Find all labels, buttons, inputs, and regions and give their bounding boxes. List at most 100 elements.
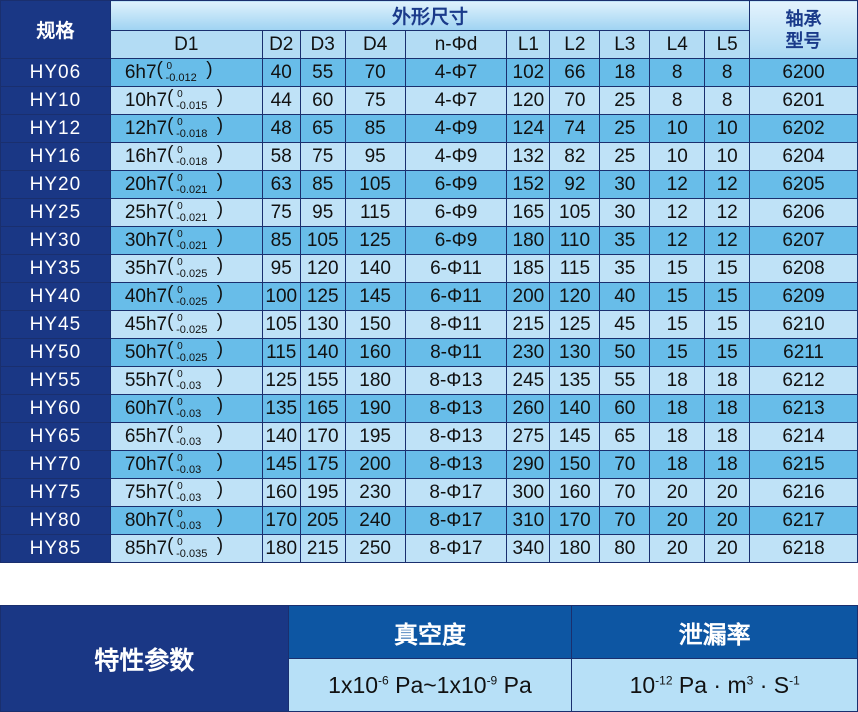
model-cell: HY60 (0, 394, 111, 423)
d1-cell: 45h7(0 -0.025) (109, 310, 263, 339)
column-header: D4 (344, 30, 406, 59)
l5-cell: 8 (704, 58, 751, 87)
l2-cell: 74 (549, 114, 601, 143)
table-row: HY75 75h7(0 -0.03) 160 195 230 8-Φ17 300 160 70 20… (0, 478, 858, 507)
d4-cell: 180 (344, 366, 406, 395)
table-row: HY40 40h7(0 -0.025) 100 125 145 6-Φ11 200 120 40 1… (0, 282, 858, 311)
l2-cell: 110 (549, 226, 601, 255)
d4-cell: 150 (344, 310, 406, 339)
column-header: L3 (599, 30, 651, 59)
l3-cell: 30 (599, 170, 651, 199)
l1-cell: 165 (506, 198, 551, 227)
d1-cell: 80h7(0 -0.03) (109, 506, 263, 535)
d4-cell: 240 (344, 506, 406, 535)
d1-cell: 70h7(0 -0.03) (109, 450, 263, 479)
table-row: HY50 50h7(0 -0.025) 115 140 160 8-Φ11 230 130 50 1… (0, 338, 858, 367)
d1-cell: 50h7(0 -0.025) (109, 338, 263, 367)
model-cell: HY10 (0, 86, 111, 115)
nd-cell: 6-Φ9 (404, 226, 508, 255)
column-header: L2 (549, 30, 601, 59)
d3-cell: 130 (299, 310, 346, 339)
table-row: HY45 45h7(0 -0.025) 105 130 150 8-Φ11 215 125 45 1… (0, 310, 858, 339)
model-cell: HY65 (0, 422, 111, 451)
d4-cell: 115 (344, 198, 406, 227)
l3-cell: 80 (599, 534, 651, 563)
bearing-cell: 6216 (749, 478, 858, 507)
tolerance: (0 -0.012) (156, 58, 213, 84)
d2-cell: 180 (261, 534, 301, 563)
bearing-cell: 6205 (749, 170, 858, 199)
d3-cell: 95 (299, 198, 346, 227)
l1-cell: 200 (506, 282, 551, 311)
l1-cell: 185 (506, 254, 551, 283)
d2-cell: 135 (261, 394, 301, 423)
tolerance: (0 -0.03) (167, 450, 224, 476)
nd-cell: 4-Φ9 (404, 114, 508, 143)
tolerance: (0 -0.021) (167, 226, 224, 252)
l2-cell: 105 (549, 198, 601, 227)
l5-cell: 12 (704, 170, 751, 199)
d1-cell: 35h7(0 -0.025) (109, 254, 263, 283)
bearing-cell: 6209 (749, 282, 858, 311)
l1-cell: 230 (506, 338, 551, 367)
nd-cell: 8-Φ17 (404, 534, 508, 563)
l2-cell: 115 (549, 254, 601, 283)
l2-cell: 70 (549, 86, 601, 115)
l3-cell: 50 (599, 338, 651, 367)
table-row: HY06 6h7(0 -0.012) 40 55 70 4-Φ7 102 66 18 8 8 6200 (0, 58, 858, 87)
d3-cell: 75 (299, 142, 346, 171)
l4-cell: 15 (649, 310, 706, 339)
l2-cell: 120 (549, 282, 601, 311)
nd-cell: 4-Φ7 (404, 58, 508, 87)
spec-table: 规格 外形尺寸 轴承 型号 D1 D2 D3 D4 n-Φd L1 L2 L3 L4 L5 HY06… (0, 0, 858, 563)
column-header: D3 (299, 30, 346, 59)
tolerance: (0 -0.018) (167, 114, 224, 140)
d3-cell: 215 (299, 534, 346, 563)
model-cell: HY40 (0, 282, 111, 311)
tolerance: (0 -0.018) (167, 142, 224, 168)
nd-cell: 8-Φ17 (404, 506, 508, 535)
table-row: HY20 20h7(0 -0.021) 63 85 105 6-Φ9 152 92 30 12 12 6… (0, 170, 858, 199)
l5-cell: 18 (704, 450, 751, 479)
nd-cell: 8-Φ17 (404, 478, 508, 507)
tolerance: (0 -0.025) (167, 338, 224, 364)
d4-cell: 200 (344, 450, 406, 479)
d3-cell: 140 (299, 338, 346, 367)
l5-cell: 10 (704, 114, 751, 143)
nd-cell: 6-Φ9 (404, 198, 508, 227)
table-row: HY65 65h7(0 -0.03) 140 170 195 8-Φ13 275 145 65 18… (0, 422, 858, 451)
vacuum-header: 真空度 (287, 605, 573, 659)
model-cell: HY80 (0, 506, 111, 535)
dimensions-header: 外形尺寸 (109, 0, 751, 31)
table-row: HY80 80h7(0 -0.03) 170 205 240 8-Φ17 310 170 70 20… (0, 506, 858, 535)
nd-cell: 8-Φ13 (404, 366, 508, 395)
l3-cell: 70 (599, 478, 651, 507)
l2-cell: 125 (549, 310, 601, 339)
model-cell: HY20 (0, 170, 111, 199)
d3-cell: 170 (299, 422, 346, 451)
tolerance: (0 -0.03) (167, 366, 224, 392)
bearing-cell: 6218 (749, 534, 858, 563)
l1-cell: 260 (506, 394, 551, 423)
d2-cell: 44 (261, 86, 301, 115)
column-header: D2 (261, 30, 301, 59)
nd-cell: 6-Φ11 (404, 282, 508, 311)
d4-cell: 70 (344, 58, 406, 87)
l1-cell: 152 (506, 170, 551, 199)
bearing-cell: 6202 (749, 114, 858, 143)
tolerance: (0 -0.021) (167, 198, 224, 224)
l1-cell: 180 (506, 226, 551, 255)
d4-cell: 195 (344, 422, 406, 451)
model-cell: HY12 (0, 114, 111, 143)
l2-cell: 135 (549, 366, 601, 395)
nd-cell: 6-Φ9 (404, 170, 508, 199)
properties-table: 特性参数 真空度 泄漏率 1x10-6 Pa~1x10-9 Pa 10-12 P… (0, 605, 858, 712)
l3-cell: 45 (599, 310, 651, 339)
d1-cell: 55h7(0 -0.03) (109, 366, 263, 395)
bearing-cell: 6217 (749, 506, 858, 535)
l2-cell: 130 (549, 338, 601, 367)
d4-cell: 140 (344, 254, 406, 283)
l5-cell: 18 (704, 366, 751, 395)
l2-cell: 150 (549, 450, 601, 479)
d2-cell: 58 (261, 142, 301, 171)
